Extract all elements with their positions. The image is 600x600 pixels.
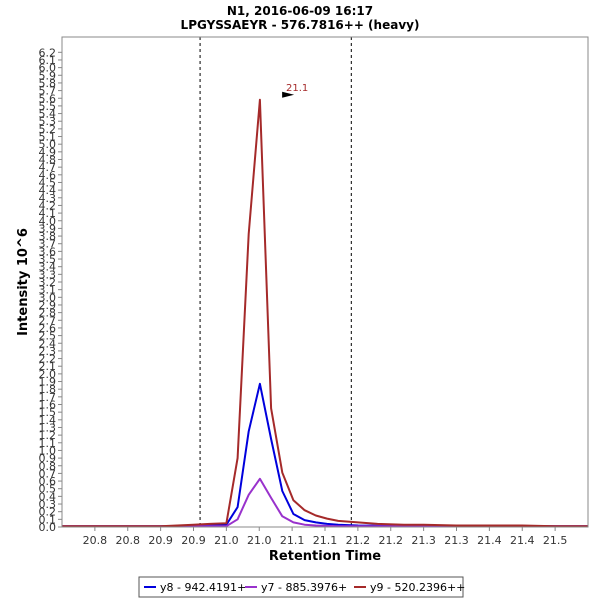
y-tick-label: 5.8 — [39, 77, 57, 90]
y-tick-label: 3.1 — [39, 284, 57, 297]
y-tick-label: 1.5 — [39, 406, 57, 419]
y-tick-label: 4.6 — [39, 169, 57, 182]
y-tick-label: 4.8 — [39, 154, 57, 167]
y-tick-label: 2.4 — [39, 337, 57, 350]
y-tick-label: 1.1 — [39, 437, 57, 450]
y-tick-label: 1.8 — [39, 383, 57, 396]
x-tick-label: 21.4 — [510, 534, 535, 547]
chart-title: N1, 2016-06-09 16:17 — [227, 4, 373, 18]
y-tick-label: 2.1 — [39, 360, 57, 373]
legend-entry: y7 - 885.3976+ — [261, 581, 347, 594]
y-tick-label: 0.1 — [39, 513, 57, 526]
y-tick-label: 3.8 — [39, 230, 57, 243]
x-tick-label: 21.3 — [444, 534, 469, 547]
x-tick-label: 21.2 — [379, 534, 404, 547]
y-tick-label: 2.6 — [39, 322, 57, 335]
integration-boundaries — [199, 37, 352, 527]
y-tick-label: 3.0 — [39, 291, 57, 304]
y-tick-label: 1.4 — [39, 414, 57, 427]
x-tick-label: 21.5 — [543, 534, 568, 547]
y-tick-label: 1.7 — [39, 391, 57, 404]
y-tick-label: 3.4 — [39, 261, 57, 274]
y-axis-ticks: 0.00.10.20.30.40.50.60.70.80.91.01.11.21… — [39, 46, 62, 534]
series-line — [62, 382, 588, 528]
y-tick-label: 1.0 — [39, 444, 57, 457]
series-line — [62, 98, 588, 528]
y-tick-label: 5.6 — [39, 92, 57, 105]
y-tick-label: 5.2 — [39, 123, 57, 136]
y-tick-label: 5.1 — [39, 131, 57, 144]
y-tick-label: 6.0 — [39, 62, 57, 75]
y-tick-label: 1.9 — [39, 376, 57, 389]
y-tick-label: 6.2 — [39, 46, 57, 59]
y-tick-label: 0.4 — [39, 490, 57, 503]
plot-area — [61, 36, 589, 528]
x-axis-label: Retention Time — [269, 549, 381, 564]
y-tick-label: 1.3 — [39, 421, 57, 434]
y-tick-label: 2.8 — [39, 307, 57, 320]
y-tick-label: 3.6 — [39, 245, 57, 258]
x-tick-label: 21.0 — [247, 534, 272, 547]
y-tick-label: 4.5 — [39, 176, 57, 189]
y-tick-label: 5.0 — [39, 138, 57, 151]
y-tick-label: 2.3 — [39, 345, 57, 358]
series-layer — [62, 98, 588, 528]
y-tick-label: 0.3 — [39, 498, 57, 511]
y-tick-label: 2.7 — [39, 314, 57, 327]
x-tick-label: 21.3 — [411, 534, 436, 547]
y-tick-label: 5.3 — [39, 115, 57, 128]
legend-box — [138, 576, 464, 598]
x-tick-label: 21.0 — [214, 534, 239, 547]
y-tick-label: 1.6 — [39, 399, 57, 412]
y-tick-label: 3.9 — [39, 222, 57, 235]
y-tick-label: 2.0 — [39, 368, 57, 381]
y-tick-label: 2.2 — [39, 353, 57, 366]
y-tick-label: 5.7 — [39, 85, 57, 98]
x-tick-label: 21.4 — [477, 534, 502, 547]
x-axis-ticks: 20.8 20.8 20.9 20.9 21.0 21.0 21.1 21.1 21.2 21.2… — [83, 527, 568, 547]
legend-entry: y8 - 942.4191+ — [160, 581, 246, 594]
y-tick-label: 0.9 — [39, 452, 57, 465]
y-tick-label: 4.1 — [39, 207, 57, 220]
x-tick-label: 20.9 — [148, 534, 173, 547]
y-tick-label: 4.0 — [39, 215, 57, 228]
y-tick-label: 3.7 — [39, 238, 57, 251]
y-tick-label: 2.9 — [39, 299, 57, 312]
peak-annotation-group: 21.1 — [282, 83, 308, 98]
y-tick-label: 0.8 — [39, 460, 57, 473]
y-tick-label: 0.7 — [39, 467, 57, 480]
y-tick-label: 5.5 — [39, 100, 57, 113]
peak-label: 21.1 — [286, 83, 308, 94]
y-tick-label: 4.9 — [39, 146, 57, 159]
y-tick-label: 0.5 — [39, 483, 57, 496]
y-tick-label: 4.4 — [39, 184, 57, 197]
legend: y8 - 942.4191+ y7 - 885.3976+ y9 - 520.239… — [138, 576, 465, 598]
x-tick-label: 21.1 — [313, 534, 338, 547]
x-tick-label: 20.8 — [83, 534, 108, 547]
y-tick-label: 4.2 — [39, 199, 57, 212]
y-tick-label: 2.5 — [39, 330, 57, 343]
series-line — [62, 477, 588, 528]
y-tick-label: 3.2 — [39, 276, 57, 289]
x-tick-label: 20.9 — [181, 534, 206, 547]
y-tick-label: 0.6 — [39, 475, 57, 488]
y-tick-label: 4.3 — [39, 192, 57, 205]
y-tick-label: 5.9 — [39, 69, 57, 82]
chart-subtitle: LPGYSSAEYR - 576.7816++ (heavy) — [181, 18, 420, 32]
x-tick-label: 21.2 — [346, 534, 371, 547]
x-tick-label: 21.1 — [280, 534, 305, 547]
x-tick-label: 20.8 — [116, 534, 141, 547]
y-tick-label: 0.0 — [39, 521, 57, 534]
y-tick-label: 1.2 — [39, 429, 57, 442]
y-tick-label: 6.1 — [39, 54, 57, 67]
y-axis-label: Intensity 10^6 — [16, 228, 31, 336]
y-tick-label: 0.2 — [39, 506, 57, 519]
peak-arrow-icon — [282, 91, 295, 98]
y-tick-label: 3.5 — [39, 253, 57, 266]
y-tick-label: 4.7 — [39, 161, 57, 174]
legend-entry: y9 - 520.2396++ — [370, 581, 465, 594]
y-tick-label: 3.3 — [39, 268, 57, 281]
y-tick-label: 5.4 — [39, 108, 57, 121]
